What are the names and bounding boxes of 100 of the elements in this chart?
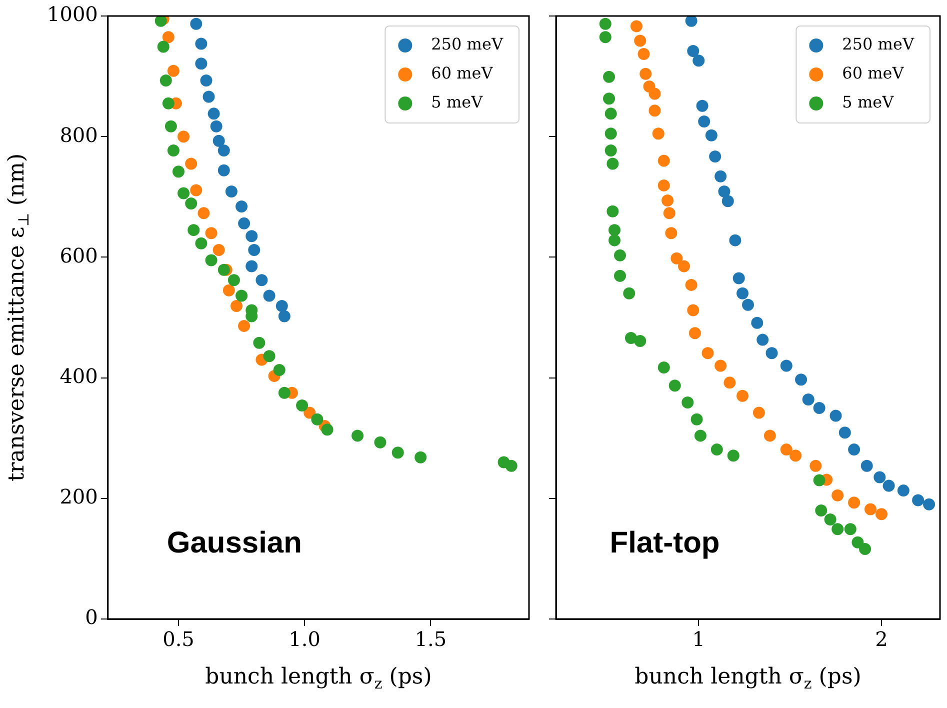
point [608,224,621,236]
point [296,400,308,412]
point [210,120,222,132]
point [256,274,268,286]
y-tick-label: 800 [60,122,98,147]
x-tick-label: 1.0 [288,627,320,652]
point [766,347,778,360]
point [374,436,386,448]
legend-label: 60 meV [431,64,494,83]
point [218,144,230,156]
point [722,195,734,208]
point [154,16,167,27]
point [727,450,740,462]
point [178,130,190,143]
point [658,362,670,374]
point [648,88,661,100]
point [815,504,828,516]
point [188,224,200,236]
point [236,200,248,213]
legend-label: 5 meV [842,92,894,112]
point [623,287,636,300]
point [185,158,198,170]
point [603,92,616,105]
point [218,264,230,276]
point [687,44,700,57]
point [852,536,864,548]
point [670,252,683,264]
point [736,287,749,300]
point [604,128,617,140]
point [751,316,764,329]
point [710,444,723,456]
point [505,460,518,472]
point [599,18,612,30]
point [228,274,240,286]
point [225,185,238,198]
point [246,230,258,242]
point [263,350,276,362]
point [756,334,769,346]
point [172,166,185,178]
point [736,390,749,402]
point [897,484,910,497]
point [167,64,180,77]
point [752,406,765,419]
point [810,460,822,472]
point [630,20,642,32]
point [608,234,621,246]
point [658,154,670,167]
legend-label: 5 meV [431,92,484,112]
point [278,386,290,399]
y-axis-title: transverse emittance ε⊥ (nm) [4,153,32,482]
point [205,254,218,266]
point [238,320,250,332]
point [705,129,718,142]
point [253,336,266,349]
point [665,227,678,240]
point [864,503,877,516]
point [273,364,286,376]
point [813,402,826,414]
legend-label: 60 meV [842,64,904,83]
point [844,523,856,536]
point [218,164,230,176]
point [795,374,808,386]
point [162,97,174,110]
x-tick-label: 1.5 [414,627,447,652]
point [190,184,202,196]
point [802,394,814,406]
point [311,413,324,426]
point [205,227,218,240]
point [222,284,235,296]
point [698,116,710,128]
point [614,270,626,282]
point [164,120,177,132]
point [167,144,180,156]
point [200,74,212,87]
point [195,58,208,70]
point [682,396,694,409]
point [780,360,792,372]
point [714,360,727,372]
point [614,249,626,262]
point [696,100,708,112]
point [923,498,936,510]
point [178,187,190,200]
y-tick-label: 600 [60,243,98,268]
point [248,244,260,256]
point [764,430,776,442]
point [212,134,225,147]
point [685,278,698,291]
point [838,426,851,439]
point [648,104,661,117]
y-tick-label: 200 [60,484,98,509]
point [813,474,826,486]
point [414,451,427,464]
point [202,90,215,103]
point [603,70,616,83]
point [195,237,208,250]
y-tick-label: 0 [85,605,98,630]
point [160,74,172,87]
point [638,48,650,60]
point [694,430,706,442]
point [276,300,288,312]
